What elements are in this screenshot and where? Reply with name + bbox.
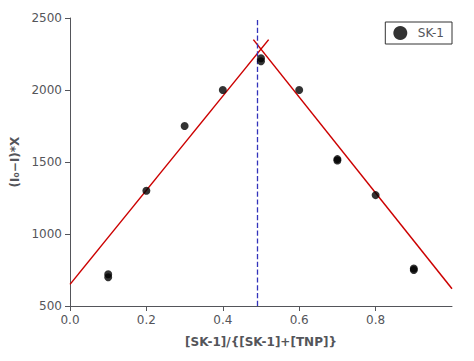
svg-text:1500: 1500 — [31, 155, 62, 169]
svg-text:0.4: 0.4 — [213, 313, 232, 327]
svg-text:SK-1: SK-1 — [418, 26, 444, 40]
svg-text:[SK-1]/{[SK-1]+[TNP]}: [SK-1]/{[SK-1]+[TNP]} — [185, 335, 337, 349]
svg-text:2000: 2000 — [31, 83, 62, 97]
svg-text:2500: 2500 — [31, 11, 62, 25]
svg-text:500: 500 — [39, 299, 62, 313]
svg-text:0.8: 0.8 — [366, 313, 385, 327]
svg-text:(I₀−I)*X: (I₀−I)*X — [8, 136, 22, 187]
svg-text:1000: 1000 — [31, 227, 62, 241]
svg-text:0.0: 0.0 — [60, 313, 79, 327]
svg-text:0.6: 0.6 — [290, 313, 309, 327]
svg-text:0.2: 0.2 — [137, 313, 156, 327]
